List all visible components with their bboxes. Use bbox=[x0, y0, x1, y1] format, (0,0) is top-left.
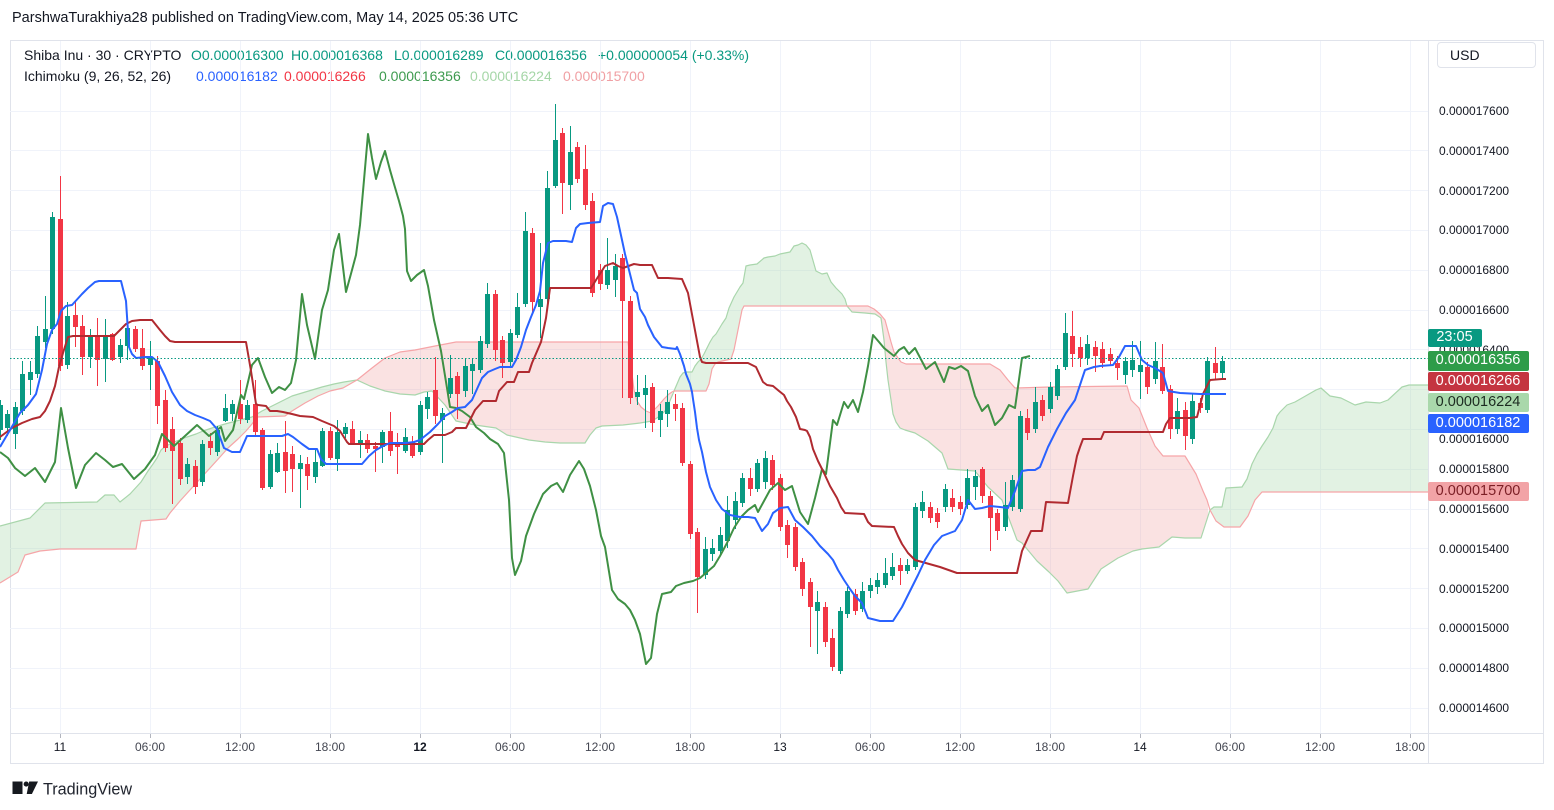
svg-text:TradingView: TradingView bbox=[43, 781, 132, 798]
